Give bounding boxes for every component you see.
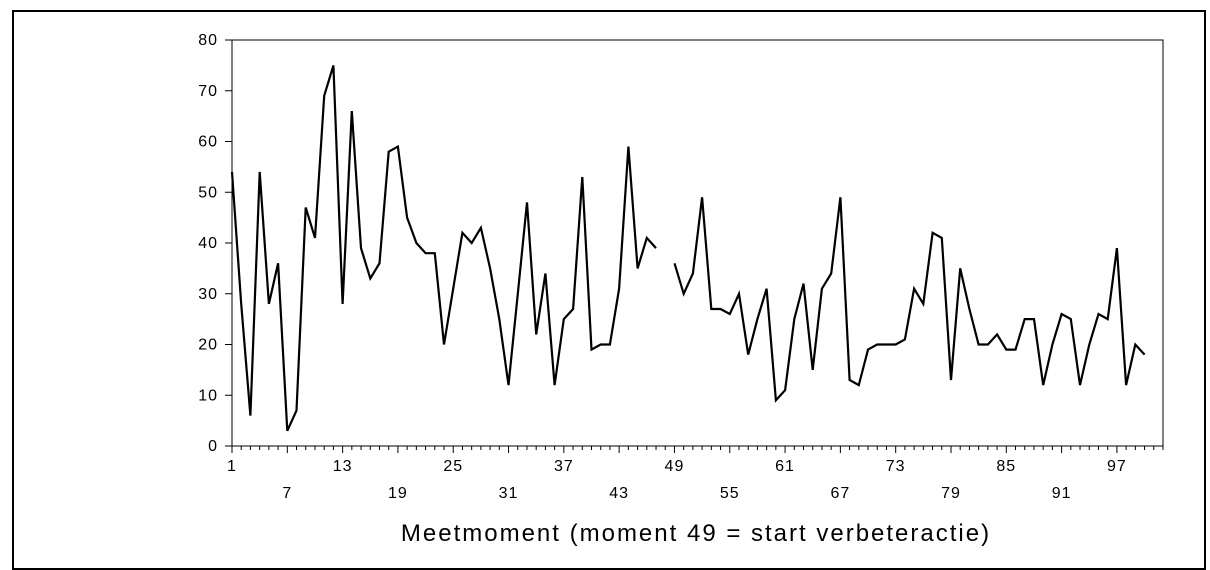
y-tick-label: 70: [198, 83, 218, 100]
y-tick-label: 50: [198, 184, 218, 201]
x-tick-label: 7: [282, 485, 292, 502]
x-tick-label: 31: [499, 485, 519, 502]
x-axis-label: Meetmoment (moment 49 = start verbeterac…: [401, 520, 991, 547]
x-tick-label: 67: [830, 485, 850, 502]
x-tick-label: 79: [941, 485, 961, 502]
x-tick-label: 61: [775, 458, 795, 475]
x-tick-label: 37: [554, 458, 574, 475]
y-tick-label: 0: [208, 438, 218, 455]
x-tick-label: 73: [886, 458, 906, 475]
x-tick-label: 1: [227, 458, 237, 475]
x-axis-ticks: 1 13 25 37 49 61 73 85 97 7 19 31 43 55 67 79 91: [227, 446, 1164, 502]
x-tick-label: 49: [665, 458, 685, 475]
series-line: [230, 65, 657, 432]
x-tick-label: 25: [443, 458, 463, 475]
x-tick-label: 91: [1052, 485, 1072, 502]
x-tick-label: 19: [388, 485, 408, 502]
y-tick-label: 80: [198, 32, 218, 49]
x-tick-label: 97: [1107, 458, 1127, 475]
x-tick-label: 85: [996, 458, 1016, 475]
y-axis-ticks: 0 10 20 30 40 50 60 70 80: [198, 32, 232, 455]
y-tick-label: 60: [198, 134, 218, 151]
line-chart: 0 10 20 30 40 50 60 70 80 1 13 25 37 49 61 73 85 97 7 19 31…: [198, 32, 1164, 547]
y-tick-label: 40: [198, 235, 218, 252]
data-series: [230, 65, 1146, 432]
x-tick-label: 55: [720, 485, 740, 502]
x-tick-label: 43: [609, 485, 629, 502]
series-line: [673, 197, 1146, 403]
chart-frame: [12, 10, 1206, 570]
y-tick-label: 10: [198, 387, 218, 404]
y-tick-label: 30: [198, 286, 218, 303]
x-tick-label: 13: [333, 458, 353, 475]
y-tick-label: 20: [198, 337, 218, 354]
